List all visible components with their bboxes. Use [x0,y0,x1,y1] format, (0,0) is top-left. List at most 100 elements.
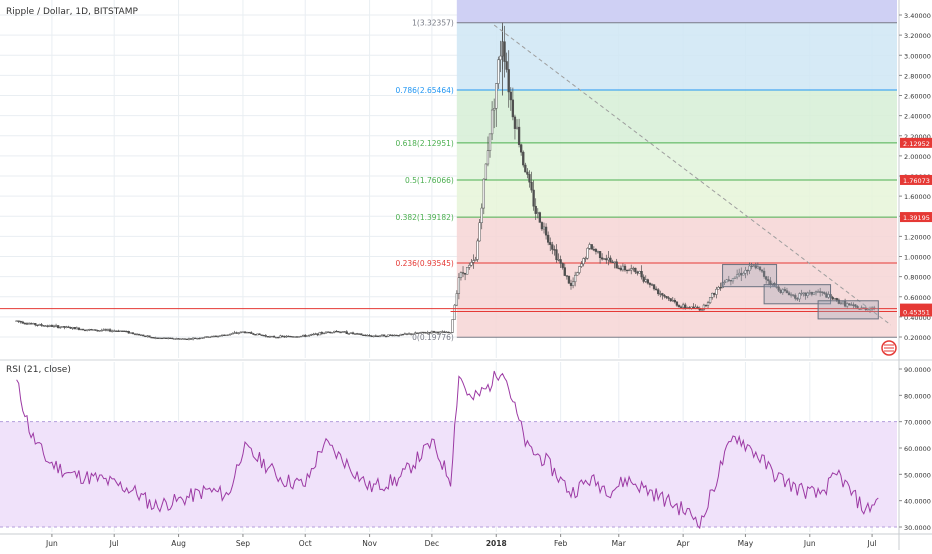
candle-body [819,291,822,293]
candle-body [810,291,814,295]
candle-body [214,335,218,338]
candle-body [783,289,787,291]
candle-body [715,288,718,295]
candle-body [827,294,830,298]
rsi-tick-label: 90.0000 [904,366,931,374]
fibonacci-retracement[interactable]: 1(3.32357) 0.786(2.65464) 0.618(2.12951) 0.… [395,0,897,342]
candle-body [789,294,793,296]
candle-body [603,258,606,260]
candle-body [669,298,672,302]
candle-body [719,287,722,289]
candle-body [592,249,595,251]
candle-body [711,292,714,298]
candle-body [486,150,490,165]
candle-body [839,302,843,305]
candle-body [212,335,216,338]
candle-body [717,287,720,290]
candle-body [318,332,321,336]
candle-body [574,274,577,283]
candle-body [121,330,124,332]
candle-body [312,333,315,336]
candle-body [216,335,220,338]
candle-body [241,331,245,333]
candle-body [119,330,122,332]
candle-body [86,329,89,331]
candle-body [401,333,404,336]
candle-body [727,279,730,281]
candle-body [142,334,145,337]
candle-body [179,338,182,340]
candle-body [580,263,583,267]
candle-body [378,335,382,337]
rsi-tick-label: 80.0000 [904,392,931,400]
candle-body [17,320,20,322]
candle-body [185,338,189,341]
candle-body [245,331,249,334]
candle-body [540,222,544,230]
candle-body [590,244,593,250]
candle-body [191,337,195,340]
candle-body [306,335,309,337]
price-tick-label: 2.80000 [904,72,931,80]
candle-body [563,267,566,276]
candle-body [561,263,564,268]
candle-body [646,279,649,284]
candle-body [522,151,525,166]
candle-body [316,333,319,336]
candle-body [370,335,373,338]
price-scale-icon[interactable] [881,340,897,356]
candle-body [474,259,477,261]
fib-band [456,262,897,338]
candle-body [349,332,353,334]
candle-body [233,332,236,334]
candle-body [466,267,469,275]
candle-body [571,281,575,286]
price-tag-label: 0.45351 [903,308,930,316]
time-tick-label: Feb [554,539,568,548]
candle-body [777,286,780,291]
candle-body [422,331,425,334]
candle-body [320,332,323,334]
candle-body [555,249,558,260]
candle-body [821,291,824,293]
candle-body [611,261,614,264]
overlays[interactable] [0,24,897,326]
candle-body [702,304,706,310]
candle-body [451,319,454,333]
candle-body [472,260,475,263]
candle-body [748,265,751,271]
candle-body [110,330,114,332]
candle-body [364,334,367,337]
candle-body [210,335,213,338]
candle-body [250,332,253,334]
candle-body [700,309,703,311]
candle-body [634,267,637,273]
candle-body [368,335,371,337]
candle-body [339,331,342,334]
candle-body [760,269,764,272]
candle-body [65,326,68,328]
range-box [817,300,879,320]
candle-body [48,325,51,327]
candle-body [619,267,622,271]
candle-body [553,249,556,251]
candle-body [792,294,795,296]
candle-body [576,272,579,276]
candle-body [854,304,857,307]
candle-body [283,336,286,338]
rsi-band [0,421,897,527]
fib-band [456,217,897,263]
candle-body [625,269,629,272]
candle-body [586,248,589,259]
candle-body [725,279,728,283]
candle-body [565,275,569,277]
fib-band [456,179,897,218]
candle-body [455,293,458,306]
candle-body [511,99,515,118]
candle-body [21,321,24,324]
candle-body [447,331,450,334]
price-tick-label: 1.20000 [904,233,931,241]
candle-body [509,91,512,101]
candle-body [304,334,307,337]
candle-body [42,325,45,327]
